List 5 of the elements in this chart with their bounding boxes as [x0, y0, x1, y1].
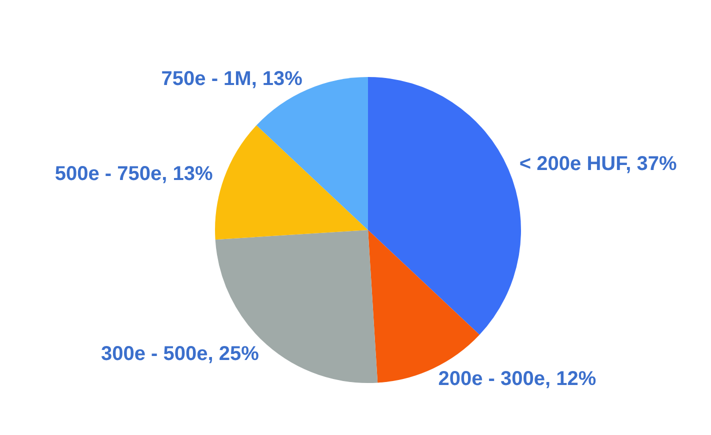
slice-label: < 200e HUF, 37% [519, 152, 677, 178]
slice-label: 750e - 1M, 13% [161, 66, 302, 92]
slice-label: 300e - 500e, 25% [100, 342, 259, 367]
slice-label: 200e - 300e, 12% [438, 367, 596, 392]
slice-label: 500e - 750e, 13% [54, 162, 213, 188]
